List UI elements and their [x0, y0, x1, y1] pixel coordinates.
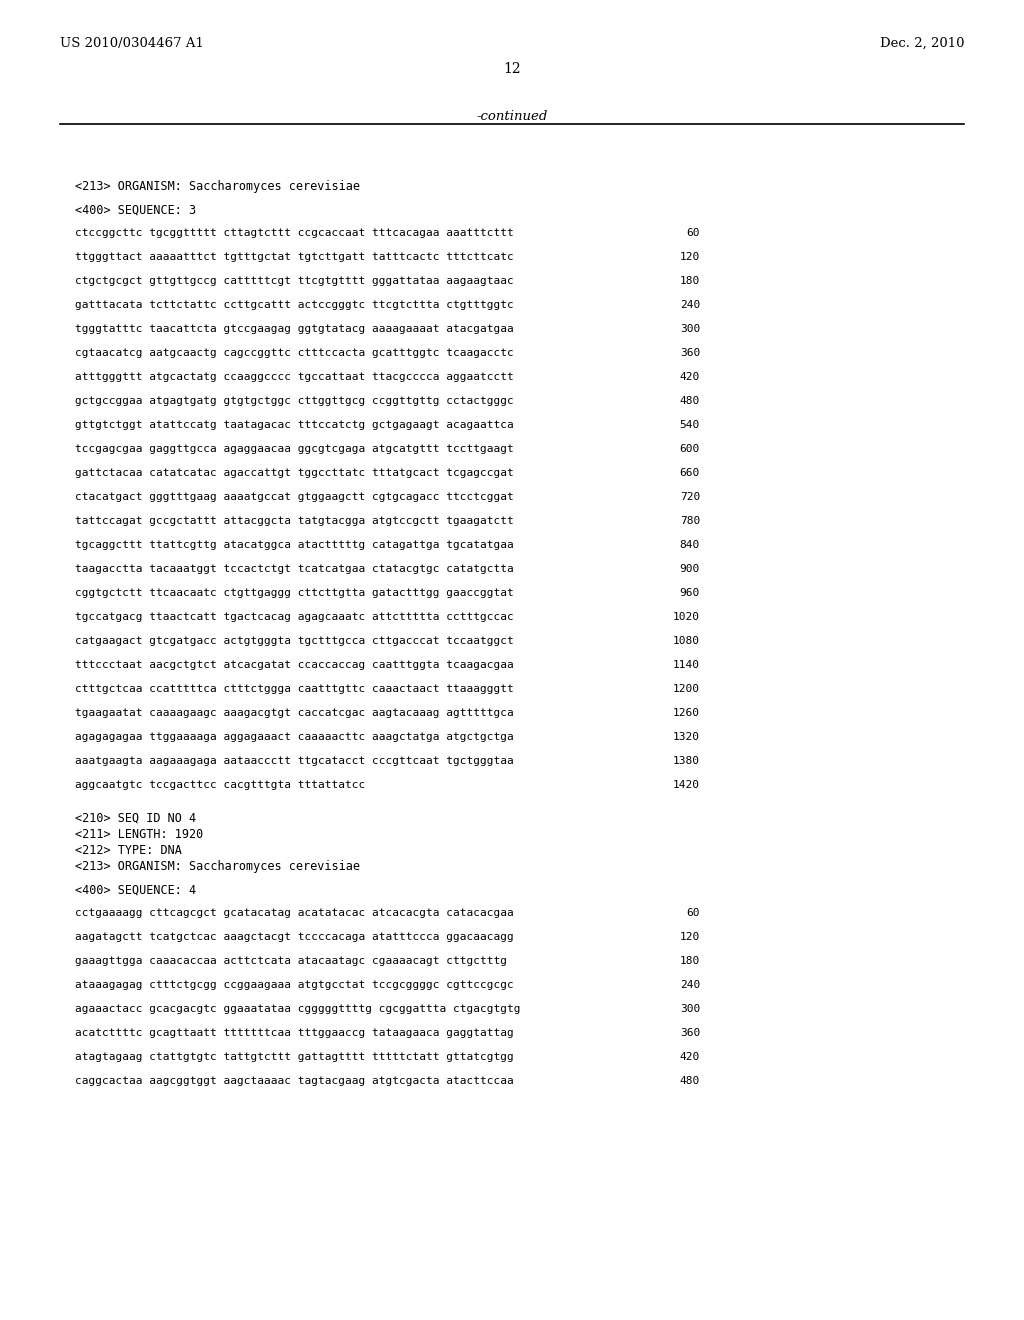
Text: ctgctgcgct gttgttgccg catttttcgt ttcgtgtttt gggattataa aagaagtaac: ctgctgcgct gttgttgccg catttttcgt ttcgtgt…	[75, 276, 514, 286]
Text: tgggtatttc taacattcta gtccgaagag ggtgtatacg aaaagaaaat atacgatgaa: tgggtatttc taacattcta gtccgaagag ggtgtat…	[75, 323, 514, 334]
Text: 1200: 1200	[673, 684, 700, 694]
Text: <213> ORGANISM: Saccharomyces cerevisiae: <213> ORGANISM: Saccharomyces cerevisiae	[75, 180, 360, 193]
Text: 180: 180	[680, 956, 700, 966]
Text: caggcactaa aagcggtggt aagctaaaac tagtacgaag atgtcgacta atacttccaa: caggcactaa aagcggtggt aagctaaaac tagtacg…	[75, 1076, 514, 1086]
Text: US 2010/0304467 A1: US 2010/0304467 A1	[60, 37, 204, 50]
Text: -continued: -continued	[476, 110, 548, 123]
Text: 1020: 1020	[673, 612, 700, 622]
Text: atagtagaag ctattgtgtc tattgtcttt gattagtttt tttttctatt gttatcgtgg: atagtagaag ctattgtgtc tattgtcttt gattagt…	[75, 1052, 514, 1063]
Text: ttgggttact aaaaatttct tgtttgctat tgtcttgatt tatttcactc tttcttcatc: ttgggttact aaaaatttct tgtttgctat tgtcttg…	[75, 252, 514, 261]
Text: catgaagact gtcgatgacc actgtgggta tgctttgcca cttgacccat tccaatggct: catgaagact gtcgatgacc actgtgggta tgctttg…	[75, 636, 514, 645]
Text: <210> SEQ ID NO 4: <210> SEQ ID NO 4	[75, 812, 197, 825]
Text: 900: 900	[680, 564, 700, 574]
Text: ctccggcttc tgcggttttt cttagtcttt ccgcaccaat tttcacagaa aaatttcttt: ctccggcttc tgcggttttt cttagtcttt ccgcacc…	[75, 228, 514, 238]
Text: cgtaacatcg aatgcaactg cagccggttc ctttccacta gcatttggtc tcaagacctc: cgtaacatcg aatgcaactg cagccggttc ctttcca…	[75, 348, 514, 358]
Text: 12: 12	[503, 62, 521, 77]
Text: acatcttttc gcagttaatt tttttttcaa tttggaaccg tataagaaca gaggtattag: acatcttttc gcagttaatt tttttttcaa tttggaa…	[75, 1028, 514, 1038]
Text: <400> SEQUENCE: 4: <400> SEQUENCE: 4	[75, 884, 197, 898]
Text: 420: 420	[680, 1052, 700, 1063]
Text: cggtgctctt ttcaacaatc ctgttgaggg cttcttgtta gatactttgg gaaccggtat: cggtgctctt ttcaacaatc ctgttgaggg cttcttg…	[75, 587, 514, 598]
Text: gaaagttgga caaacaccaa acttctcata atacaatagc cgaaaacagt cttgctttg: gaaagttgga caaacaccaa acttctcata atacaat…	[75, 956, 507, 966]
Text: 960: 960	[680, 587, 700, 598]
Text: 840: 840	[680, 540, 700, 550]
Text: 240: 240	[680, 300, 700, 310]
Text: atttgggttt atgcactatg ccaaggcccc tgccattaat ttacgcccca aggaatcctt: atttgggttt atgcactatg ccaaggcccc tgccatt…	[75, 372, 514, 381]
Text: 240: 240	[680, 979, 700, 990]
Text: 720: 720	[680, 492, 700, 502]
Text: 1320: 1320	[673, 733, 700, 742]
Text: 360: 360	[680, 1028, 700, 1038]
Text: gatttacata tcttctattc ccttgcattt actccgggtc ttcgtcttta ctgtttggtc: gatttacata tcttctattc ccttgcattt actccgg…	[75, 300, 514, 310]
Text: ctacatgact gggtttgaag aaaatgccat gtggaagctt cgtgcagacc ttcctcggat: ctacatgact gggtttgaag aaaatgccat gtggaag…	[75, 492, 514, 502]
Text: 780: 780	[680, 516, 700, 525]
Text: tccgagcgaa gaggttgcca agaggaacaa ggcgtcgaga atgcatgttt tccttgaagt: tccgagcgaa gaggttgcca agaggaacaa ggcgtcg…	[75, 444, 514, 454]
Text: tattccagat gccgctattt attacggcta tatgtacgga atgtccgctt tgaagatctt: tattccagat gccgctattt attacggcta tatgtac…	[75, 516, 514, 525]
Text: 480: 480	[680, 396, 700, 407]
Text: 1080: 1080	[673, 636, 700, 645]
Text: 60: 60	[686, 228, 700, 238]
Text: 360: 360	[680, 348, 700, 358]
Text: 1140: 1140	[673, 660, 700, 671]
Text: 60: 60	[686, 908, 700, 917]
Text: 1260: 1260	[673, 708, 700, 718]
Text: <211> LENGTH: 1920: <211> LENGTH: 1920	[75, 828, 203, 841]
Text: aggcaatgtc tccgacttcc cacgtttgta tttattatcc: aggcaatgtc tccgacttcc cacgtttgta tttatta…	[75, 780, 366, 789]
Text: 660: 660	[680, 469, 700, 478]
Text: aagatagctt tcatgctcac aaagctacgt tccccacaga atatttccca ggacaacagg: aagatagctt tcatgctcac aaagctacgt tccccac…	[75, 932, 514, 942]
Text: agaaactacc gcacgacgtc ggaaatataa cgggggttttg cgcggattta ctgacgtgtg: agaaactacc gcacgacgtc ggaaatataa cgggggt…	[75, 1005, 520, 1014]
Text: tgaagaatat caaaagaagc aaagacgtgt caccatcgac aagtacaaag agtttttgca: tgaagaatat caaaagaagc aaagacgtgt caccatc…	[75, 708, 514, 718]
Text: 1380: 1380	[673, 756, 700, 766]
Text: 1420: 1420	[673, 780, 700, 789]
Text: tgcaggcttt ttattcgttg atacatggca atactttttg catagattga tgcatatgaa: tgcaggcttt ttattcgttg atacatggca atacttt…	[75, 540, 514, 550]
Text: tgccatgacg ttaactcatt tgactcacag agagcaaatc attcttttta cctttgccac: tgccatgacg ttaactcatt tgactcacag agagcaa…	[75, 612, 514, 622]
Text: agagagagaa ttggaaaaga aggagaaact caaaaacttc aaagctatga atgctgctga: agagagagaa ttggaaaaga aggagaaact caaaaac…	[75, 733, 514, 742]
Text: ataaagagag ctttctgcgg ccggaagaaa atgtgcctat tccgcggggc cgttccgcgc: ataaagagag ctttctgcgg ccggaagaaa atgtgcc…	[75, 979, 514, 990]
Text: 480: 480	[680, 1076, 700, 1086]
Text: 300: 300	[680, 323, 700, 334]
Text: 180: 180	[680, 276, 700, 286]
Text: gttgtctggt atattccatg taatagacac tttccatctg gctgagaagt acagaattca: gttgtctggt atattccatg taatagacac tttccat…	[75, 420, 514, 430]
Text: Dec. 2, 2010: Dec. 2, 2010	[880, 37, 964, 50]
Text: 600: 600	[680, 444, 700, 454]
Text: cctgaaaagg cttcagcgct gcatacatag acatatacac atcacacgta catacacgaa: cctgaaaagg cttcagcgct gcatacatag acatata…	[75, 908, 514, 917]
Text: 120: 120	[680, 252, 700, 261]
Text: 420: 420	[680, 372, 700, 381]
Text: ctttgctcaa ccatttttca ctttctggga caatttgttc caaactaact ttaaagggtt: ctttgctcaa ccatttttca ctttctggga caatttg…	[75, 684, 514, 694]
Text: gctgccggaa atgagtgatg gtgtgctggc cttggttgcg ccggttgttg cctactgggc: gctgccggaa atgagtgatg gtgtgctggc cttggtt…	[75, 396, 514, 407]
Text: <400> SEQUENCE: 3: <400> SEQUENCE: 3	[75, 205, 197, 216]
Text: tttccctaat aacgctgtct atcacgatat ccaccaccag caatttggta tcaagacgaa: tttccctaat aacgctgtct atcacgatat ccaccac…	[75, 660, 514, 671]
Text: <212> TYPE: DNA: <212> TYPE: DNA	[75, 843, 182, 857]
Text: 300: 300	[680, 1005, 700, 1014]
Text: 540: 540	[680, 420, 700, 430]
Text: gattctacaa catatcatac agaccattgt tggccttatc tttatgcact tcgagccgat: gattctacaa catatcatac agaccattgt tggcctt…	[75, 469, 514, 478]
Text: aaatgaagta aagaaagaga aataaccctt ttgcatacct cccgttcaat tgctgggtaa: aaatgaagta aagaaagaga aataaccctt ttgcata…	[75, 756, 514, 766]
Text: 120: 120	[680, 932, 700, 942]
Text: <213> ORGANISM: Saccharomyces cerevisiae: <213> ORGANISM: Saccharomyces cerevisiae	[75, 861, 360, 873]
Text: taagacctta tacaaatggt tccactctgt tcatcatgaa ctatacgtgc catatgctta: taagacctta tacaaatggt tccactctgt tcatcat…	[75, 564, 514, 574]
